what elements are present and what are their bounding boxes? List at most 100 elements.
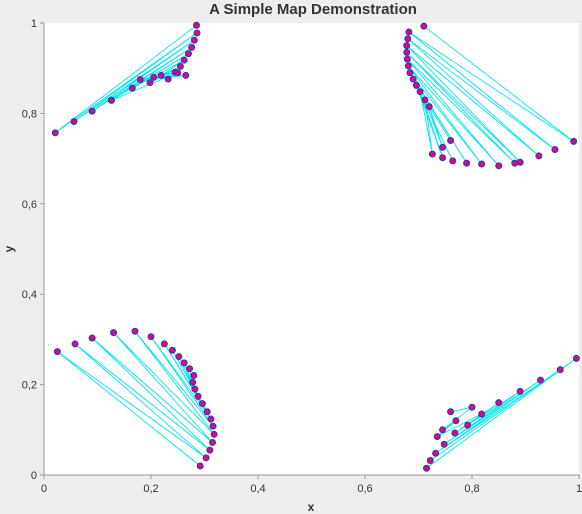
chart-title: A Simple Map Demonstration [209,1,417,18]
data-point [51,129,59,137]
data-point [405,28,413,36]
data-point [191,385,199,393]
data-point [425,103,433,111]
data-point [404,35,412,43]
data-point [184,50,192,58]
data-point [463,159,471,167]
data-point [190,372,198,380]
data-point [556,366,564,374]
data-point [190,36,198,44]
data-point [180,56,188,64]
data-point [439,154,447,162]
data-point [409,75,417,83]
y-tick-label: 1 [31,18,37,30]
data-point [432,449,440,457]
data-point [203,408,211,416]
data-point [136,76,144,83]
x-tick-label: 0,4 [250,483,265,495]
data-point [433,433,441,441]
data-point [516,387,524,395]
data-point [107,96,115,104]
x-tick-label: 0 [41,483,47,495]
data-point [182,71,190,79]
data-point [406,69,414,77]
data-point [128,84,136,92]
data-point [110,329,118,337]
data-point [447,408,455,416]
data-point [426,457,434,465]
data-point [439,143,447,151]
data-point [209,422,217,430]
data-point [420,22,428,30]
data-point [403,55,411,63]
y-axis-ticks: 0 0,2 0,4 0,6 0,8 1 [22,18,44,482]
y-axis-label: y [2,245,16,252]
data-point [209,438,217,446]
data-point [404,62,412,70]
y-tick-label: 0,4 [22,289,37,301]
data-point [206,446,214,454]
data-point [451,429,459,437]
data-point [511,159,519,167]
data-point [88,334,96,342]
data-point [193,29,201,37]
data-point [168,346,176,354]
data-point [131,327,139,335]
data-point [180,359,188,367]
data-point [447,137,455,145]
y-tick-label: 0,8 [22,108,37,120]
data-point [449,157,457,165]
data-point [535,152,543,160]
data-point [88,107,96,115]
data-point [157,71,165,79]
data-point [478,410,486,418]
marker-layer [51,21,580,472]
data-point [403,42,411,50]
data-point [421,96,429,104]
x-tick-label: 1 [576,483,582,495]
data-point [495,399,503,407]
data-point [175,353,183,361]
data-point [196,462,204,470]
y-tick-label: 0,6 [22,199,37,211]
data-point [423,464,431,472]
data-point [176,62,184,70]
data-point [403,48,411,56]
data-point [570,137,578,145]
data-point [147,333,155,341]
y-tick-label: 0 [31,470,37,482]
data-point [189,378,197,386]
series-line-2 [406,25,574,167]
x-axis-label: x [308,500,315,514]
data-point [188,43,196,51]
y-tick-label: 0,2 [22,380,37,392]
data-point [198,400,206,408]
data-point [468,403,476,411]
data-point [464,421,472,429]
data-point [192,21,200,29]
x-tick-label: 0,8 [464,483,479,495]
data-point [207,415,215,423]
x-tick-label: 0,2 [143,483,158,495]
data-point [150,73,158,81]
data-point [174,69,182,77]
data-point [495,162,503,170]
data-point [53,348,61,356]
data-point [186,365,194,373]
data-point [452,417,460,425]
data-point [202,454,210,462]
data-point [412,81,420,89]
data-point [194,392,202,400]
data-point [146,79,154,87]
data-point [164,75,172,83]
data-point [160,340,168,348]
x-axis-ticks: 0 0,2 0,4 0,6 0,8 1 [41,475,582,495]
data-point [439,426,447,434]
data-point [416,88,424,96]
plot-area [44,23,579,475]
data-point [210,430,218,438]
data-point [536,376,544,384]
data-point [572,354,580,362]
